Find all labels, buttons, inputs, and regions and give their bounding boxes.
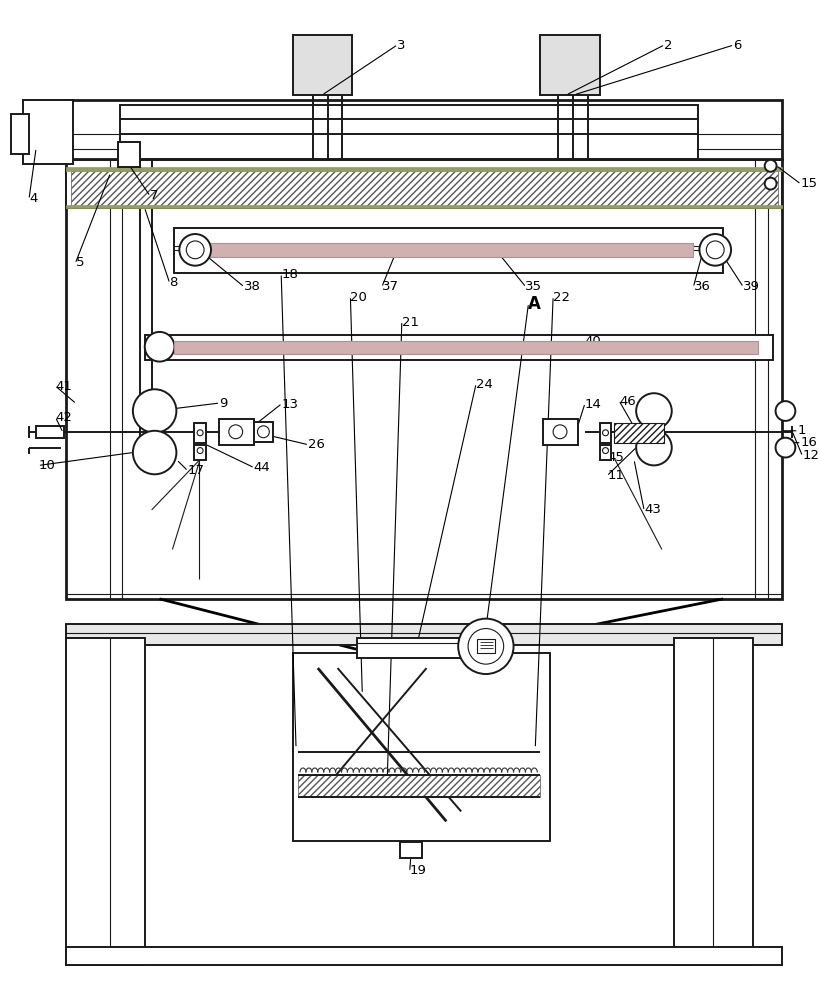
Bar (120, 105, 699, 159)
Bar (540, 35, 599, 95)
Circle shape (776, 401, 796, 421)
Bar (357, 638, 461, 658)
Bar (66, 624, 782, 645)
Text: 41: 41 (56, 380, 72, 393)
Text: 10: 10 (39, 459, 56, 472)
Bar (66, 205, 782, 208)
Bar (614, 423, 664, 443)
Bar (254, 422, 273, 442)
Text: 9: 9 (219, 397, 227, 410)
Bar (372, 641, 452, 653)
Circle shape (603, 448, 608, 454)
Text: 14: 14 (585, 398, 602, 411)
Text: 8: 8 (169, 276, 178, 289)
Text: 13: 13 (282, 398, 298, 411)
Bar (36, 426, 64, 438)
Bar (293, 653, 550, 841)
Text: 38: 38 (244, 280, 260, 293)
Circle shape (636, 430, 672, 465)
Text: 15: 15 (800, 177, 817, 190)
Text: 16: 16 (800, 436, 817, 449)
Text: 18: 18 (282, 268, 298, 281)
Bar (66, 100, 782, 159)
Bar (66, 169, 782, 208)
Circle shape (603, 430, 608, 436)
Bar (599, 445, 612, 460)
Circle shape (776, 438, 796, 457)
Text: 24: 24 (476, 378, 493, 391)
Text: 39: 39 (743, 280, 759, 293)
Text: 45: 45 (608, 451, 624, 464)
Bar (66, 159, 782, 599)
Circle shape (764, 160, 777, 172)
Text: 44: 44 (254, 461, 270, 474)
Bar (599, 423, 612, 443)
Text: 6: 6 (733, 39, 741, 52)
Circle shape (636, 393, 672, 429)
Circle shape (764, 178, 777, 190)
Bar (400, 842, 422, 858)
Text: 5: 5 (76, 256, 84, 269)
Bar (674, 638, 753, 965)
Text: 19: 19 (410, 864, 427, 877)
Circle shape (144, 332, 174, 362)
Circle shape (258, 426, 269, 438)
Circle shape (197, 430, 203, 436)
Bar (174, 341, 758, 354)
Text: 2: 2 (664, 39, 672, 52)
Text: 17: 17 (187, 464, 204, 477)
Text: A: A (529, 295, 541, 313)
Text: 35: 35 (525, 280, 543, 293)
Text: 1: 1 (797, 424, 806, 437)
Text: 43: 43 (644, 503, 661, 516)
Bar (144, 335, 773, 360)
Bar (219, 419, 254, 445)
Bar (195, 423, 206, 443)
Bar (544, 419, 578, 445)
Text: 7: 7 (149, 189, 158, 202)
Circle shape (229, 425, 243, 439)
Bar (204, 243, 694, 257)
Bar (23, 100, 72, 164)
Text: 36: 36 (694, 280, 710, 293)
Circle shape (179, 234, 211, 266)
Circle shape (468, 629, 503, 664)
Bar (118, 142, 140, 167)
Text: 12: 12 (802, 449, 819, 462)
Bar (66, 638, 144, 965)
Circle shape (186, 241, 204, 259)
Text: 22: 22 (553, 291, 570, 304)
Text: 40: 40 (585, 335, 602, 348)
Text: 37: 37 (382, 280, 399, 293)
Circle shape (197, 448, 203, 454)
Circle shape (699, 234, 731, 266)
Text: 11: 11 (608, 469, 625, 482)
Text: 3: 3 (397, 39, 406, 52)
Bar (66, 167, 782, 171)
Bar (298, 775, 540, 797)
Text: 42: 42 (56, 411, 72, 424)
Text: 4: 4 (29, 192, 38, 205)
Circle shape (706, 241, 724, 259)
Circle shape (458, 619, 514, 674)
Text: 46: 46 (619, 395, 636, 408)
Text: 26: 26 (308, 438, 325, 451)
Bar (477, 639, 495, 653)
Bar (195, 445, 206, 460)
Circle shape (133, 431, 177, 474)
Bar (66, 947, 782, 965)
Circle shape (553, 425, 567, 439)
Text: 21: 21 (401, 316, 419, 329)
Bar (71, 171, 777, 206)
Bar (293, 35, 352, 95)
Bar (11, 114, 29, 154)
Circle shape (133, 389, 177, 433)
Bar (174, 228, 723, 273)
Text: 20: 20 (351, 291, 367, 304)
